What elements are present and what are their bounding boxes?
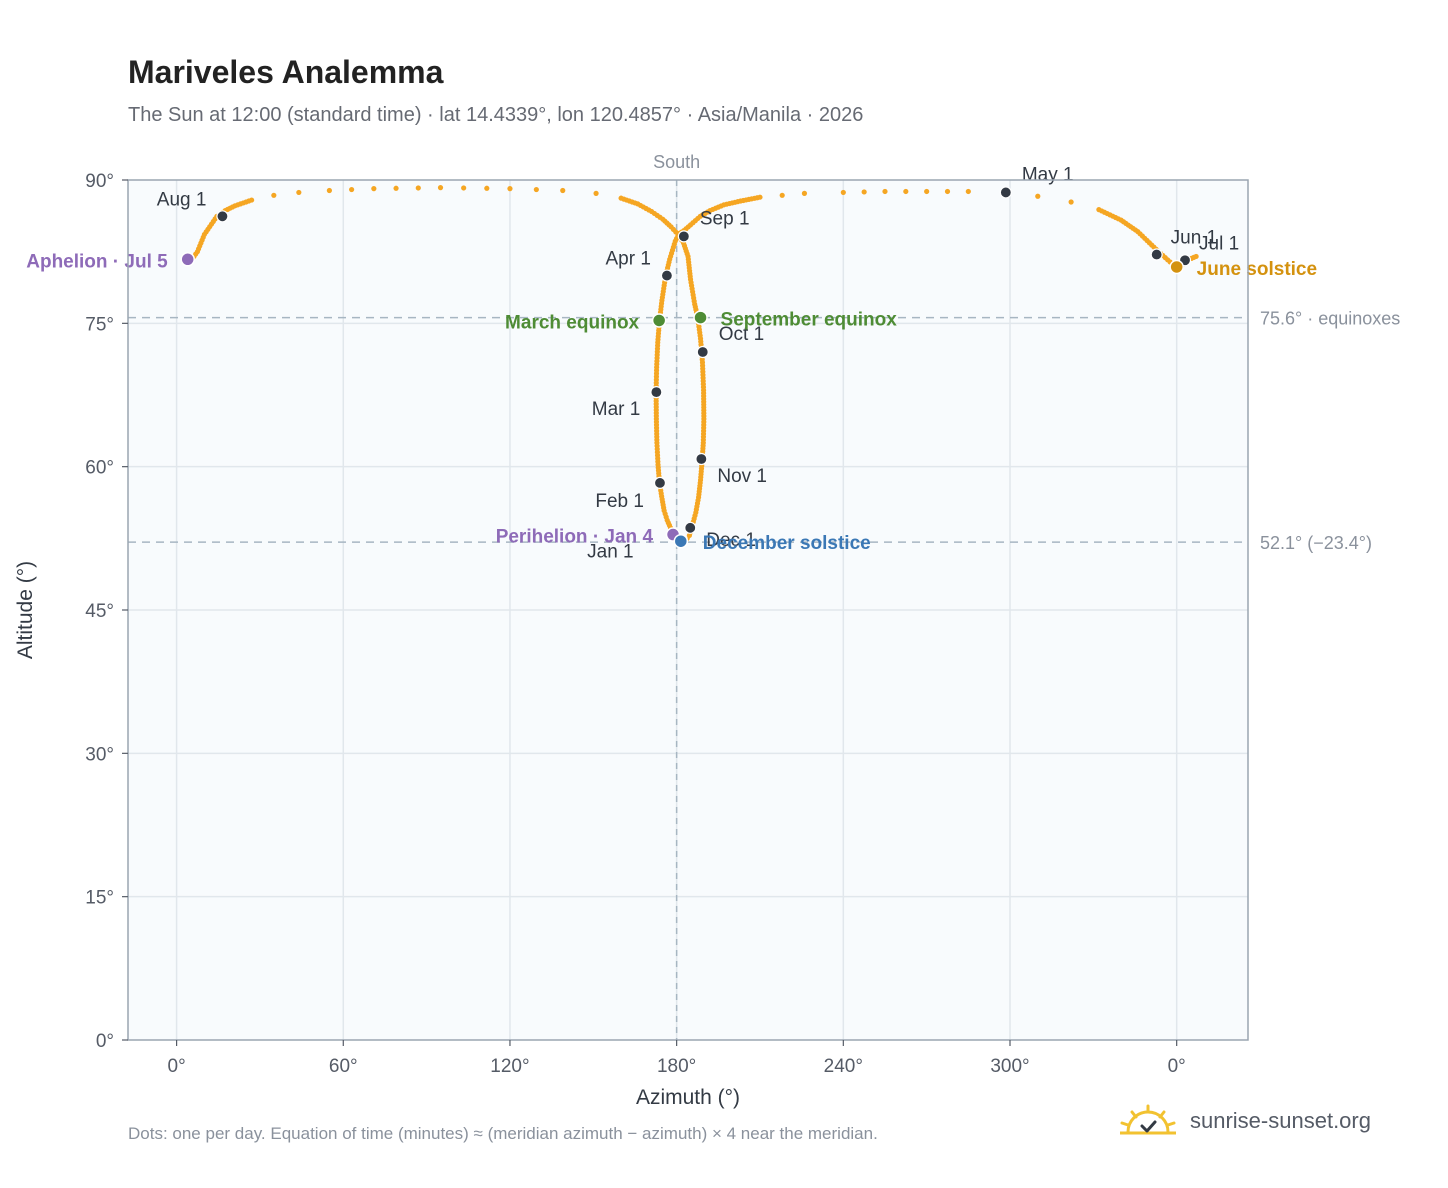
axes: 0° 15° 30° 45° 60° 75° 90° 0° 60° 120° 180° 240° 300… — [14, 171, 1186, 1109]
month-marker-label: Mar 1 — [592, 399, 641, 420]
analemma-dot — [249, 197, 255, 203]
chart-subtitle: The Sun at 12:00 (standard time) · lat 1… — [128, 104, 864, 126]
analemma-dot — [861, 189, 867, 195]
chart-footnote: Dots: one per day. Equation of time (min… — [128, 1124, 878, 1143]
month-marker-label: Nov 1 — [717, 466, 767, 487]
analemma-dot — [965, 188, 971, 195]
analemma-dot — [757, 194, 763, 200]
month-marker-label: Sep 1 — [700, 208, 750, 229]
month-marker — [216, 210, 229, 223]
analemma-dot — [1193, 253, 1199, 260]
reference-line-label: 52.1° (−23.4°) — [1260, 533, 1372, 553]
analemma-dot — [507, 186, 513, 192]
analemma-dot — [1068, 199, 1074, 205]
month-marker — [696, 345, 709, 359]
analemma-dot — [271, 192, 277, 198]
analemma-dot — [593, 190, 599, 196]
month-marker — [695, 452, 708, 466]
event-marker — [651, 313, 667, 328]
analemma-dot — [944, 188, 951, 195]
y-tick-label: 45° — [85, 601, 114, 622]
analemma-dot — [326, 187, 332, 194]
meridian-label: South — [653, 152, 700, 172]
y-axis-label: Altitude (°) — [14, 561, 37, 659]
month-marker-label: Oct 1 — [719, 324, 764, 345]
month-marker-label: May 1 — [1022, 164, 1074, 185]
analemma-dot — [415, 185, 421, 191]
analemma-dot — [882, 188, 888, 195]
month-marker — [660, 269, 674, 282]
analemma-dot — [437, 185, 444, 191]
x-tick-label: 240° — [824, 1056, 863, 1077]
analemma-dot — [533, 186, 539, 193]
x-tick-label: 60° — [329, 1056, 358, 1077]
event-label: September equinox — [721, 310, 898, 331]
month-marker-label: Aug 1 — [157, 189, 207, 210]
reference-line-label: 75.6° · equinoxes — [1260, 309, 1400, 329]
y-tick-label: 75° — [85, 314, 114, 335]
month-marker-label: Jun 1 — [1171, 228, 1217, 249]
month-marker-label: Jan 1 — [587, 541, 633, 562]
analemma-dot — [349, 186, 355, 193]
month-marker — [653, 476, 667, 490]
y-tick-label: 90° — [85, 171, 114, 192]
analemma-dot — [296, 189, 302, 196]
analemma-dot — [924, 188, 930, 195]
x-tick-label: 0° — [168, 1056, 186, 1077]
x-tick-label: 120° — [490, 1056, 529, 1077]
y-tick-label: 30° — [85, 744, 114, 765]
event-label: Perihelion · Jan 4 — [496, 527, 654, 548]
y-tick-label: 15° — [85, 888, 114, 909]
analemma-dot — [840, 189, 846, 196]
month-marker — [1150, 248, 1163, 261]
month-marker — [650, 386, 663, 399]
month-marker — [677, 230, 690, 243]
analemma-dot — [903, 188, 909, 195]
analemma-dot — [560, 187, 566, 194]
x-tick-label: 300° — [990, 1056, 1029, 1077]
reference-lines: 75.6° · equinoxes 52.1° (−23.4°) — [128, 309, 1400, 553]
event-label: Aphelion · Jul 5 — [26, 251, 168, 272]
x-axis-label: Azimuth (°) — [636, 1086, 740, 1109]
event-label: June solstice — [1197, 259, 1317, 280]
analemma-dot — [484, 185, 490, 191]
event-marker — [693, 310, 708, 325]
y-tick-label: 0° — [96, 1031, 114, 1052]
month-marker-label: Feb 1 — [595, 491, 644, 512]
analemma-dot — [461, 185, 467, 191]
event-label: December solstice — [703, 533, 871, 554]
chart-title: Mariveles Analemma — [128, 54, 444, 90]
analemma-dot — [1035, 193, 1041, 199]
x-tick-label: 0° — [1168, 1056, 1186, 1077]
x-tick-label: 180° — [657, 1056, 696, 1077]
event-marker — [673, 533, 689, 549]
analemma-dot — [801, 190, 808, 196]
y-tick-label: 60° — [85, 458, 114, 479]
month-marker — [684, 521, 697, 534]
analemma-dot — [779, 192, 785, 198]
analemma-dot — [371, 186, 377, 192]
brand[interactable]: sunrise-sunset.org — [1120, 1104, 1371, 1138]
month-marker-label: Dec 1 — [706, 530, 756, 551]
event-label: March equinox — [505, 312, 640, 333]
month-marker-label: Jul 1 — [1199, 233, 1239, 254]
meridian-line: South — [653, 152, 700, 1040]
sun-icon — [1120, 1104, 1176, 1135]
event-marker — [1169, 259, 1184, 275]
month-marker-label: Apr 1 — [605, 249, 650, 270]
event-markers: Aphelion · Jul 5 Perihelion · Jan 4 March … — [26, 251, 1317, 554]
analemma-dot — [393, 185, 399, 191]
event-marker — [180, 252, 195, 267]
month-marker — [999, 186, 1012, 199]
brand-name: sunrise-sunset.org — [1190, 1108, 1371, 1133]
